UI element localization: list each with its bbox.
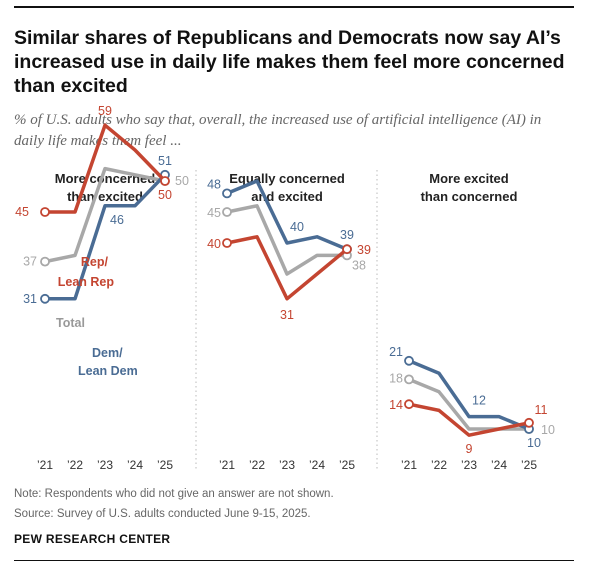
data-label-rep-panel-2-25: 39 <box>357 243 371 257</box>
series-line-total-panel-3 <box>407 377 531 431</box>
data-label-rep-panel-3-21: 14 <box>389 398 403 412</box>
data-label-total-panel-2-25: 38 <box>352 258 366 272</box>
x-tick-label-panel-3-24: ’24 <box>491 458 507 472</box>
x-tick-label-panel-1-21: ’21 <box>37 458 53 472</box>
data-label-rep-panel-1-25: 50 <box>158 188 172 202</box>
data-label-total-panel-1-25: 50 <box>175 174 189 188</box>
data-label-rep-panel-1-23: 59 <box>98 104 112 118</box>
data-label-rep-panel-2-23: 31 <box>280 308 294 322</box>
series-label-rep-line-2: Lean Rep <box>58 275 115 289</box>
data-label-dem-panel-1-21: 31 <box>23 292 37 306</box>
x-tick-label-panel-2-22: ’22 <box>249 458 265 472</box>
point-marker-rep-panel-3-21 <box>404 399 414 410</box>
series-line-rep-panel-1 <box>43 123 167 214</box>
point-marker-rep-panel-2-25 <box>342 244 352 255</box>
series-line-total-panel-2 <box>225 204 349 276</box>
data-label-total-panel-1-21: 37 <box>23 255 37 269</box>
series-label-dem-line-2: Lean Dem <box>78 364 138 378</box>
panel-title-1-line-2: than excited <box>67 189 143 204</box>
point-marker-rep-panel-1-21 <box>40 207 50 217</box>
chart-title: Similar shares of Republicans and Democr… <box>14 27 565 97</box>
x-tick-label-panel-2-23: ’23 <box>279 458 295 472</box>
x-tick-label-panel-3-25: ’25 <box>521 458 537 472</box>
data-label-rep-panel-3-25: 11 <box>535 403 548 417</box>
data-label-dem-panel-1-23: 46 <box>110 213 124 227</box>
series-label-dem-line-1: Dem/ <box>92 346 123 360</box>
point-marker-total-panel-3-21 <box>404 374 414 385</box>
series-label-total: Total <box>56 316 85 330</box>
x-tick-label-panel-1-24: ’24 <box>127 458 143 472</box>
data-label-dem-panel-1-25: 51 <box>158 154 172 168</box>
data-label-rep-panel-3-23: 9 <box>466 442 473 456</box>
data-label-dem-panel-3-21: 21 <box>389 345 403 359</box>
x-tick-label-panel-3-21: ’21 <box>401 458 417 472</box>
point-marker-rep-panel-2-21 <box>222 238 232 248</box>
point-marker-dem-panel-2-21 <box>222 188 232 199</box>
panel-title-3-line-1: More excited <box>429 171 509 186</box>
data-label-total-panel-2-21: 45 <box>207 206 221 220</box>
point-marker-dem-panel-1-21 <box>40 293 50 304</box>
org-name: PEW RESEARCH CENTER <box>14 532 171 546</box>
data-label-dem-panel-2-21: 48 <box>207 177 221 191</box>
panel-title-2-line-2: and excited <box>251 189 323 204</box>
series-line-dem-panel-2 <box>225 179 349 251</box>
panel-title-3-line-2: than concerned <box>421 189 518 204</box>
top-rule <box>14 6 574 8</box>
data-label-dem-panel-3-25: 10 <box>527 436 541 450</box>
data-label-dem-panel-3-23: 12 <box>472 394 486 408</box>
x-tick-label-panel-1-23: ’23 <box>97 458 113 472</box>
point-marker-total-panel-1-21 <box>40 256 50 267</box>
data-label-rep-panel-2-21: 40 <box>207 237 221 251</box>
data-label-total-panel-3-21: 18 <box>389 371 403 385</box>
x-tick-label-panel-2-24: ’24 <box>309 458 325 472</box>
data-label-dem-panel-2-25: 39 <box>340 228 354 242</box>
point-marker-dem-panel-3-21 <box>404 355 414 366</box>
bottom-rule <box>14 560 574 561</box>
point-marker-rep-panel-1-25 <box>160 176 170 186</box>
chart-note: Note: Respondents who did not give an an… <box>14 488 334 500</box>
point-marker-rep-panel-3-25 <box>524 417 534 428</box>
series-line-total-panel-1 <box>43 166 167 264</box>
series-label-rep-line-1: Rep/ <box>81 255 109 269</box>
x-tick-label-panel-1-25: ’25 <box>157 458 173 472</box>
point-marker-total-panel-2-21 <box>222 207 232 217</box>
x-tick-label-panel-3-23: ’23 <box>461 458 477 472</box>
x-tick-label-panel-2-21: ’21 <box>219 458 235 472</box>
data-label-rep-panel-1-21: 45 <box>15 205 29 219</box>
series-line-dem-panel-3 <box>407 359 531 431</box>
x-tick-label-panel-1-22: ’22 <box>67 458 83 472</box>
series-line-rep-panel-2 <box>225 235 349 301</box>
x-tick-label-panel-2-25: ’25 <box>339 458 355 472</box>
series-line-dem-panel-1 <box>43 173 167 301</box>
data-label-total-panel-3-25: 10 <box>541 423 555 437</box>
chart-source: Source: Survey of U.S. adults conducted … <box>14 508 311 520</box>
x-tick-label-panel-3-22: ’22 <box>431 458 447 472</box>
series-line-rep-panel-3 <box>407 402 531 437</box>
data-label-dem-panel-2-23: 40 <box>290 220 304 234</box>
